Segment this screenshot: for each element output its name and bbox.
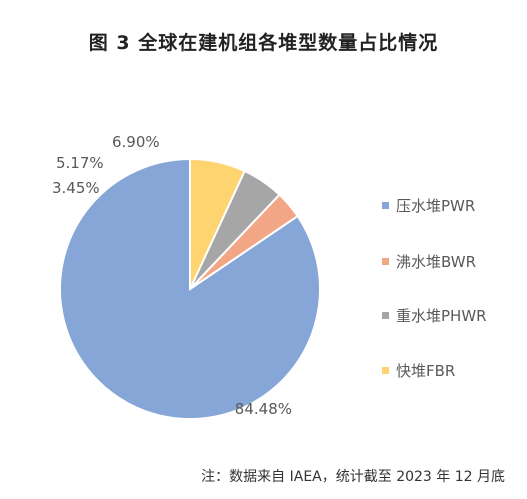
legend-item-pwr: 压水堆PWR <box>382 195 475 216</box>
data-label-pwr: 84.48% <box>235 400 292 418</box>
data-label-fbr: 6.90% <box>112 133 160 151</box>
legend-item-phwr: 重水堆PHWR <box>382 305 487 326</box>
data-label-phwr: 5.17% <box>56 154 104 172</box>
legend-swatch-bwr <box>382 258 389 265</box>
legend-swatch-phwr <box>382 312 389 319</box>
legend-item-fbr: 快堆FBR <box>382 360 455 381</box>
source-note: 注：数据来自 IAEA，统计截至 2023 年 12 月底 <box>201 469 505 485</box>
chart-title: 图 3 全球在建机组各堆型数量占比情况 <box>88 32 439 54</box>
legend-label-fbr: 快堆FBR <box>396 362 456 380</box>
data-label-bwr: 3.45% <box>52 179 100 197</box>
legend-swatch-pwr <box>382 202 389 209</box>
legend-swatch-fbr <box>382 367 389 374</box>
legend-item-bwr: 沸水堆BWR <box>382 251 476 272</box>
pie-slice-fbr <box>189 157 246 290</box>
legend-label-phwr: 重水堆PHWR <box>396 307 487 325</box>
legend-label-bwr: 沸水堆BWR <box>396 253 477 271</box>
legend-label-pwr: 压水堆PWR <box>396 197 476 215</box>
